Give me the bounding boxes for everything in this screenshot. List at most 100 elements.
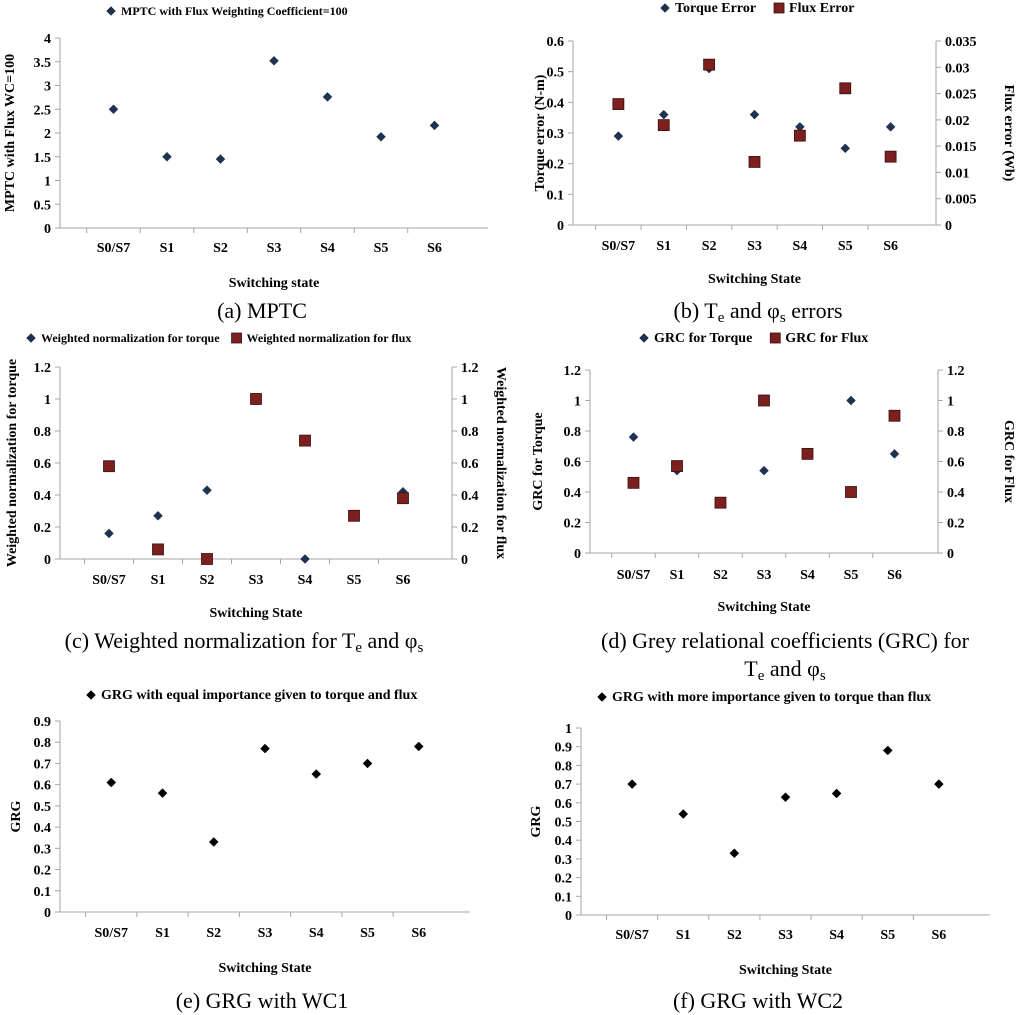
data-point [108, 104, 119, 115]
x-tick-label: S3 [267, 241, 282, 256]
legend-label: Weighted normalization for torque [41, 331, 220, 345]
y-tick-label: 0 [557, 219, 564, 234]
data-point [748, 156, 761, 168]
y2-tick-label: 0.025 [945, 88, 977, 103]
x-tick-label: S2 [713, 568, 728, 583]
y2-tick-label: 0.035 [945, 35, 977, 50]
caption-text: e [718, 310, 725, 326]
data-point [612, 98, 625, 110]
legend-square-marker [231, 332, 242, 344]
caption-text: and φ [764, 656, 819, 681]
y-tick-label: 0.8 [34, 736, 52, 751]
legend-square-marker [773, 2, 785, 14]
y-tick-label: 0 [44, 222, 51, 237]
y2-tick-label: 0.4 [461, 489, 479, 504]
data-point [300, 554, 310, 564]
y-tick-label: 0.6 [34, 457, 52, 472]
caption-text: (c) Weighted normalization for T [65, 628, 356, 653]
y-tick-label: 0.9 [34, 715, 52, 730]
chart-a: 0 0.5 1 1.5 2 2.5 3 3.5 4 S0/S7 S1 S2 S3 S4 S5 S6 Switch… [3, 4, 488, 323]
x-tick-label: S3 [757, 568, 772, 583]
data-point [269, 55, 279, 66]
caption-text: (d) Grey relational coefficients (GRC) f… [601, 628, 970, 653]
data-point [627, 779, 637, 789]
legend-label: GRC for Torque [654, 331, 752, 346]
x-axis-title: Switching State [219, 961, 312, 976]
data-point [729, 848, 740, 859]
y-tick-label: 0.9 [555, 741, 573, 756]
y-tick-label: 1 [574, 395, 581, 410]
legend-square-marker [769, 332, 781, 344]
y-tick-label: 0 [565, 909, 572, 924]
data-point [671, 460, 683, 472]
data-point [657, 119, 670, 132]
caption-text: and φ [362, 628, 417, 653]
y2-tick-label: 0.2 [947, 517, 965, 532]
y-tick-label: 0.1 [555, 890, 573, 905]
y-tick-label: 0.1 [547, 188, 565, 203]
y-tick-label: 0.6 [564, 456, 582, 471]
y-tick-label: 1 [44, 393, 51, 408]
y-tick-label: 0.2 [555, 872, 573, 887]
data-point [152, 543, 164, 556]
caption-text: (f) GRG with WC2 [673, 988, 843, 1013]
y2-tick-label: 1.2 [461, 361, 479, 376]
y-tick-label: 1.5 [34, 151, 52, 166]
legend-label: GRG with more importance given to torque… [612, 690, 931, 705]
legend-diamond-marker [106, 6, 116, 16]
x-tick-label: S6 [396, 573, 411, 588]
data-point [202, 485, 212, 496]
data-point [215, 154, 226, 164]
legend-diamond-marker [597, 692, 607, 702]
y2-tick-label: 0.02 [945, 114, 970, 129]
x-tick-label: S4 [829, 928, 844, 943]
y-tick-label: 3.5 [34, 56, 52, 71]
y-tick-label: 0.6 [555, 797, 573, 812]
y-tick-label: 0.4 [555, 834, 573, 849]
x-tick-label: S0/S7 [615, 928, 648, 943]
x-tick-label: S4 [298, 573, 313, 588]
data-point [153, 510, 163, 521]
data-point [627, 476, 640, 489]
y-axis-title: Weighted normalization for torque [5, 359, 20, 567]
data-point [208, 837, 219, 847]
y-tick-label: 0.4 [34, 489, 52, 504]
y-axis-title: GRG [9, 800, 24, 832]
data-point [846, 395, 856, 406]
y-tick-label: 0.5 [555, 816, 573, 831]
x-tick-label: S1 [676, 928, 691, 943]
data-point [201, 553, 213, 565]
x-tick-label: S0/S7 [97, 241, 130, 256]
data-point [840, 143, 851, 154]
legend-label: GRC for Flux [785, 331, 868, 346]
data-point [658, 109, 669, 120]
data-point [882, 745, 893, 756]
caption-text: (b) T [674, 298, 719, 323]
x-tick-label: S0/S7 [92, 573, 125, 588]
y-tick-label: 0.2 [34, 521, 52, 536]
chart-b: 0 0.1 0.2 0.3 0.4 0.5 0.6 0 0.005 0.01 0.015 0.02 0.… [533, 1, 1016, 326]
data-point [103, 460, 115, 473]
x-tick-label: S5 [880, 928, 895, 943]
y2-axis-title: GRC for Flux [1001, 420, 1016, 503]
y-tick-label: 3 [44, 80, 51, 95]
data-point [397, 492, 409, 505]
x-axis-title: Switching State [718, 600, 811, 615]
data-point [299, 434, 311, 447]
y-tick-label: 1.2 [34, 361, 52, 376]
data-point [348, 509, 360, 522]
y-tick-label: 1 [44, 175, 51, 190]
data-point [714, 496, 727, 509]
x-axis-title: Switching state [229, 276, 320, 291]
x-tick-label: S5 [360, 926, 375, 941]
data-point [106, 777, 117, 788]
data-point [884, 150, 897, 163]
y2-tick-label: 0.6 [461, 457, 479, 472]
figure-caption: (e) GRG with WC1 [176, 988, 349, 1013]
x-tick-label: S6 [883, 239, 898, 254]
y-tick-label: 0.4 [564, 486, 582, 501]
caption-text: (a) MPTC [217, 298, 307, 323]
data-point [362, 758, 373, 769]
x-tick-label: S2 [206, 926, 221, 941]
y-tick-label: 0.7 [34, 757, 52, 772]
